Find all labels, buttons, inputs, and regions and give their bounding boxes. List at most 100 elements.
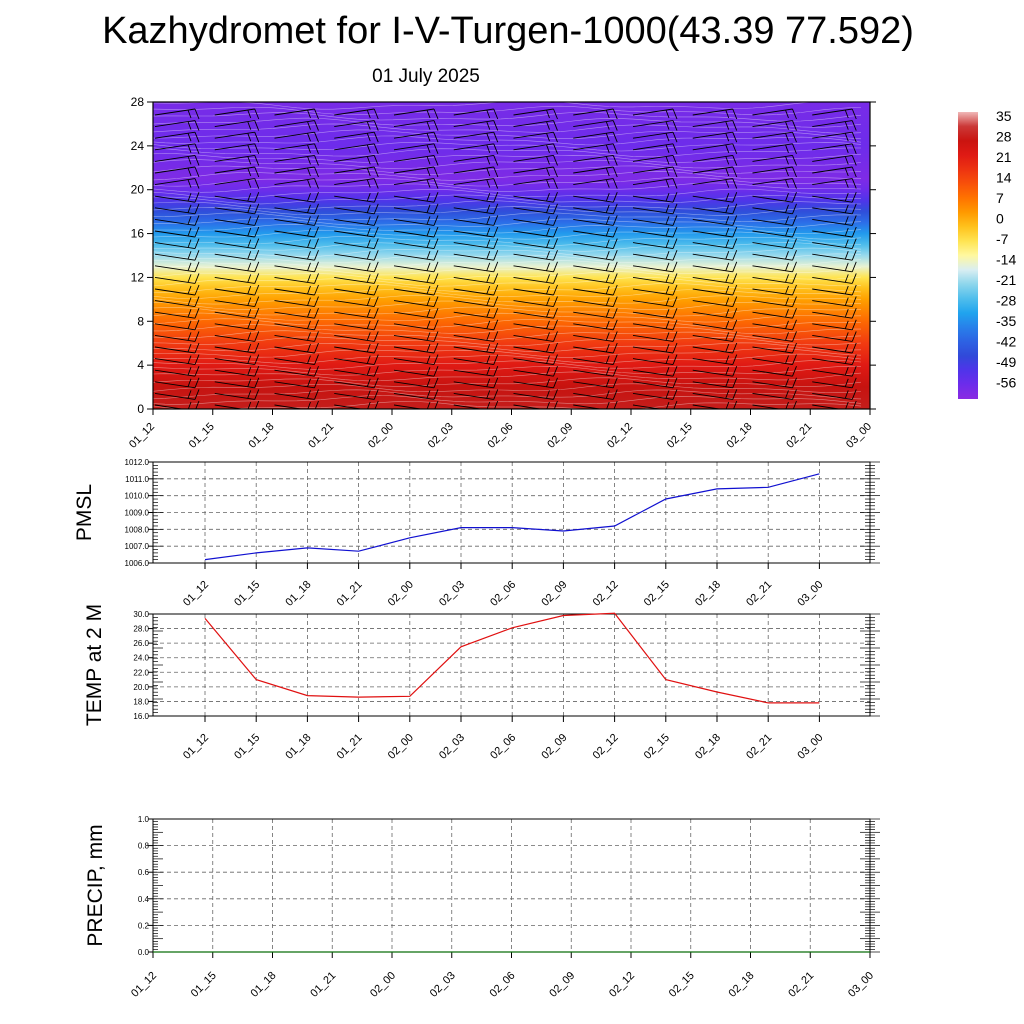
wind-barb bbox=[632, 143, 678, 154]
wind-barb bbox=[632, 178, 678, 189]
wind-barb bbox=[573, 261, 618, 273]
wind-barb bbox=[513, 273, 558, 284]
wind-barb bbox=[334, 296, 379, 308]
wind-barb bbox=[752, 215, 797, 226]
wind-barb bbox=[393, 154, 439, 166]
wind-barb bbox=[453, 342, 499, 354]
y-tick-label: 1006.0 bbox=[125, 559, 150, 568]
colorbar-label: -49 bbox=[996, 354, 1016, 370]
contour-line bbox=[153, 242, 862, 252]
wind-barb bbox=[513, 178, 558, 189]
contour-line bbox=[153, 271, 862, 281]
wind-barb bbox=[154, 342, 200, 354]
wind-barb bbox=[274, 192, 319, 203]
wind-barb bbox=[393, 238, 439, 250]
colorbar-label: 28 bbox=[996, 129, 1012, 145]
wind-barb bbox=[632, 215, 678, 226]
wind-barb bbox=[453, 319, 499, 331]
wind-barb bbox=[214, 366, 260, 377]
wind-barb bbox=[154, 377, 200, 389]
wind-barb bbox=[274, 166, 319, 178]
x-tick-label: 02_00 bbox=[366, 421, 396, 451]
contour-line bbox=[153, 135, 862, 146]
x-tick-label: 01_21 bbox=[306, 421, 336, 451]
wind-barb bbox=[214, 192, 260, 203]
wind-barb bbox=[334, 154, 379, 166]
wind-barb bbox=[513, 354, 558, 366]
wind-barb bbox=[154, 226, 200, 238]
wind-barb bbox=[154, 178, 200, 189]
colorbar-label: -35 bbox=[996, 313, 1016, 329]
x-tick-label: 02_09 bbox=[545, 421, 575, 451]
wind-barb bbox=[154, 354, 200, 366]
wind-barb bbox=[214, 308, 260, 319]
wind-barb bbox=[632, 319, 678, 331]
wind-barb bbox=[573, 366, 618, 377]
wind-barb bbox=[274, 319, 319, 331]
x-tick-label: 02_06 bbox=[488, 579, 518, 609]
wind-barb bbox=[154, 284, 200, 296]
x-tick-label: 01_12 bbox=[129, 970, 159, 1000]
wind-barb bbox=[632, 377, 678, 389]
wind-barb bbox=[692, 354, 738, 366]
x-tick-label: 01_21 bbox=[335, 579, 365, 609]
x-tick-label: 02_18 bbox=[727, 970, 757, 1000]
wind-barb bbox=[453, 238, 499, 250]
x-tick-label: 03_00 bbox=[795, 732, 825, 762]
wind-barb bbox=[692, 308, 738, 319]
wind-barb bbox=[573, 342, 618, 354]
wind-barb bbox=[274, 284, 319, 296]
wind-barb bbox=[812, 178, 857, 189]
contour-line bbox=[153, 401, 862, 409]
wind-barb bbox=[214, 238, 260, 250]
wind-barb bbox=[154, 319, 200, 331]
contour-line bbox=[153, 377, 862, 387]
x-tick-label: 02_03 bbox=[426, 421, 456, 451]
wind-barb bbox=[752, 273, 797, 284]
x-tick-label: 02_21 bbox=[784, 421, 814, 451]
wind-barb bbox=[632, 331, 678, 342]
wind-barb bbox=[872, 343, 916, 353]
wind-barb bbox=[453, 308, 499, 319]
wind-barb bbox=[393, 203, 439, 215]
wind-barb bbox=[573, 120, 618, 131]
wind-barb bbox=[573, 296, 618, 308]
wind-barb bbox=[573, 192, 618, 203]
wind-barb bbox=[513, 319, 558, 331]
wind-barb bbox=[812, 226, 857, 238]
wind-barb bbox=[214, 178, 260, 189]
wind-barb bbox=[573, 284, 618, 296]
y-tick-label: 26.0 bbox=[133, 639, 149, 648]
wind-barb bbox=[632, 342, 678, 354]
wind-barb bbox=[632, 238, 678, 250]
wind-barb bbox=[274, 261, 319, 273]
contour-line bbox=[153, 141, 862, 152]
wind-barb bbox=[692, 261, 738, 273]
wind-barb bbox=[334, 178, 379, 189]
wind-barb bbox=[632, 250, 678, 261]
wind-barb bbox=[812, 354, 857, 366]
wind-barb bbox=[872, 273, 916, 283]
wind-barb bbox=[632, 296, 678, 308]
wind-barb bbox=[154, 143, 200, 154]
wind-barb bbox=[274, 296, 319, 308]
wind-barb bbox=[752, 377, 797, 389]
x-tick-label: 02_15 bbox=[642, 732, 672, 762]
wind-barb bbox=[393, 284, 439, 296]
contour-line bbox=[153, 371, 862, 382]
colorbar-ramp bbox=[958, 112, 978, 399]
wind-barb bbox=[872, 297, 916, 307]
wind-barb bbox=[393, 366, 439, 377]
wind-barb bbox=[573, 331, 618, 342]
contour-line bbox=[153, 359, 862, 370]
wind-barb bbox=[334, 226, 379, 238]
colorbar-label: 35 bbox=[996, 108, 1012, 124]
x-tick-label: 01_21 bbox=[335, 732, 365, 762]
contour-line bbox=[153, 153, 862, 163]
y-tick-label: 0.8 bbox=[138, 842, 150, 851]
wind-barb bbox=[513, 342, 558, 354]
wind-barb bbox=[214, 250, 260, 261]
wind-barb bbox=[214, 154, 260, 166]
wind-barb bbox=[812, 366, 857, 377]
wind-barb bbox=[692, 143, 738, 154]
